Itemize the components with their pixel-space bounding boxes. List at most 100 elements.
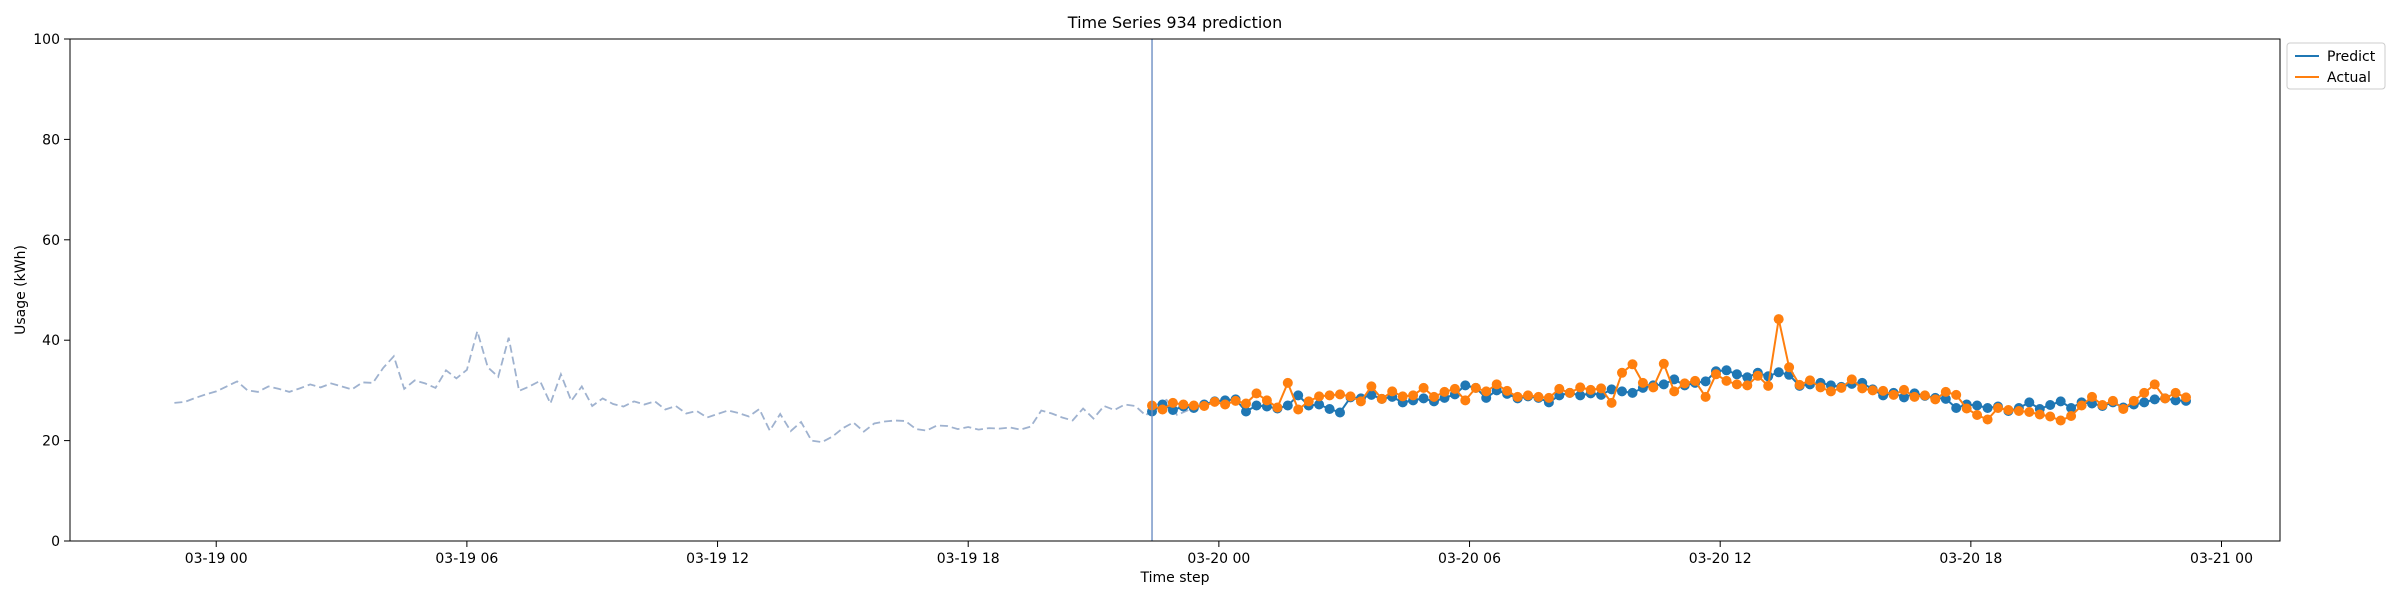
x-tick-label: 03-20 06 xyxy=(1438,551,1501,567)
actual-point xyxy=(2170,387,2181,398)
x-tick-label: 03-20 00 xyxy=(1187,551,1250,567)
actual-point xyxy=(2097,400,2108,410)
actual-point xyxy=(1731,379,1742,390)
actual-point xyxy=(1752,370,1763,381)
x-axis: 03-19 00 03-19 06 03-19 12 03-19 18 03-20 00… xyxy=(185,541,2253,567)
actual-point xyxy=(1982,414,1993,425)
x-axis-label: Time step xyxy=(1140,570,1210,586)
predict-point xyxy=(1700,376,1711,387)
legend-label-predict: Predict xyxy=(2327,49,2376,65)
actual-point xyxy=(1669,386,1680,397)
actual-point xyxy=(2055,415,2066,426)
predict-point xyxy=(1460,380,1471,391)
y-tick-label: 100 xyxy=(33,32,60,48)
actual-point xyxy=(1972,410,1983,420)
actual-point xyxy=(1836,382,1847,393)
actual-point xyxy=(2160,393,2171,404)
actual-point xyxy=(1282,377,1293,388)
actual-point xyxy=(1512,391,1523,402)
predict-point xyxy=(1899,392,1909,403)
predict-point xyxy=(2139,397,2150,408)
predict-point xyxy=(1335,407,1345,418)
actual-point xyxy=(1951,389,1962,400)
y-tick-label: 60 xyxy=(42,233,60,249)
actual-point xyxy=(2087,391,2097,402)
actual-point xyxy=(2107,395,2118,406)
predict-point xyxy=(1627,387,1638,398)
actual-point xyxy=(1470,382,1481,393)
predict-point xyxy=(1282,400,1293,411)
chart-title: Time Series 934 prediction xyxy=(1067,13,1282,32)
legend: Predict Actual xyxy=(2286,42,2386,90)
predict-point xyxy=(1293,390,1304,401)
legend-label-actual: Actual xyxy=(2327,70,2371,86)
predict-point xyxy=(1366,389,1377,400)
actual-point xyxy=(1188,400,1199,411)
actual-point xyxy=(1564,387,1575,398)
predict-point xyxy=(1575,390,1586,401)
actual-point xyxy=(1919,390,1930,401)
actual-point xyxy=(1690,375,1701,386)
actual-point xyxy=(1637,377,1648,388)
actual-point xyxy=(1199,401,1210,411)
y-tick-label: 40 xyxy=(42,333,60,349)
actual-point xyxy=(1293,404,1304,415)
actual-point xyxy=(2003,405,2014,415)
actual-point xyxy=(1867,385,1878,396)
actual-point xyxy=(1355,396,1366,407)
actual-point xyxy=(2024,407,2035,417)
predict-point xyxy=(1721,365,1732,376)
predict-point xyxy=(2055,396,2066,407)
actual-point xyxy=(1491,379,1502,390)
actual-point xyxy=(2139,387,2150,398)
actual-point xyxy=(1825,386,1836,397)
x-tick-label: 03-21 00 xyxy=(2190,551,2253,567)
actual-point xyxy=(1658,358,1669,369)
predict-point xyxy=(1742,372,1753,383)
actual-point xyxy=(1627,359,1638,370)
actual-point xyxy=(2181,392,2191,403)
actual-point xyxy=(1481,386,1492,397)
actual-point xyxy=(1993,403,2003,413)
actual-point xyxy=(1585,384,1596,395)
actual-point xyxy=(1543,392,1554,403)
predict-point xyxy=(1731,369,1742,380)
actual-point xyxy=(1596,383,1607,394)
predict-point xyxy=(1617,386,1627,397)
actual-point xyxy=(2066,411,2077,421)
predict-point xyxy=(2149,394,2160,405)
actual-point xyxy=(1888,389,1899,400)
actual-point xyxy=(1429,391,1439,402)
actual-point xyxy=(1533,391,1544,402)
predict-point xyxy=(1606,384,1617,395)
actual-point xyxy=(1606,397,1617,408)
x-tick-label: 03-19 00 xyxy=(185,551,248,567)
actual-point xyxy=(2149,379,2160,390)
actual-point xyxy=(1909,391,1920,402)
predict-point xyxy=(1167,405,1178,415)
actual-point xyxy=(2118,404,2129,414)
actual-point xyxy=(1763,380,1774,391)
y-tick-label: 20 xyxy=(42,434,60,450)
actual-point xyxy=(1397,391,1408,402)
predict-point xyxy=(1251,400,1262,411)
series-layer xyxy=(1147,314,2191,426)
actual-point xyxy=(1335,389,1345,400)
actual-point xyxy=(1439,386,1450,397)
actual-point xyxy=(1241,398,1251,409)
predict-point xyxy=(1418,393,1429,404)
actual-point xyxy=(1794,379,1805,390)
predict-point xyxy=(2170,395,2181,406)
actual-line xyxy=(1151,318,2187,422)
actual-point xyxy=(1679,378,1690,389)
actual-point xyxy=(1523,390,1533,401)
predict-point xyxy=(2024,397,2035,408)
actual-point xyxy=(1376,393,1387,404)
actual-point xyxy=(2034,409,2045,420)
predict-point xyxy=(1241,406,1251,417)
actual-point xyxy=(1899,384,1909,395)
actual-point xyxy=(1303,396,1314,407)
predict-point xyxy=(1951,403,1962,413)
plot-frame xyxy=(69,38,2281,542)
actual-point xyxy=(1617,367,1627,378)
